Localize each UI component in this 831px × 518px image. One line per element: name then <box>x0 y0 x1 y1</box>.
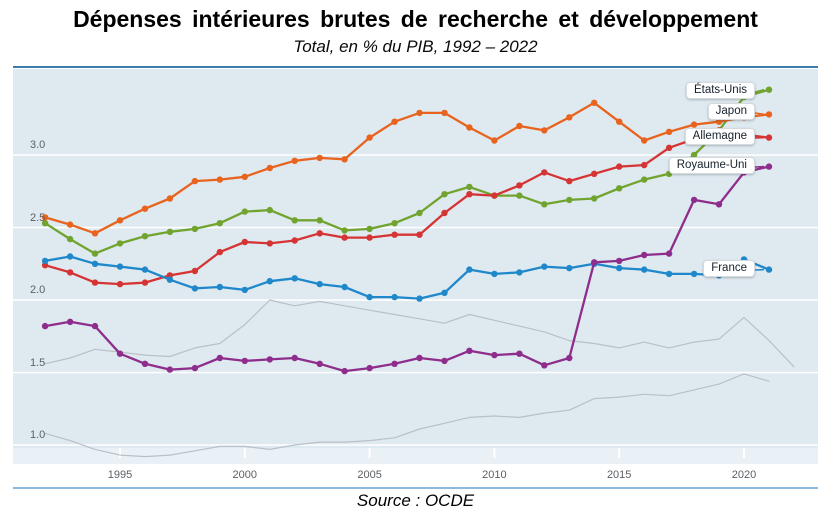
label-connector <box>754 112 765 116</box>
series-unlabeled <box>44 299 795 368</box>
y-tick-label: 1.5 <box>30 356 46 369</box>
y-tick-label: 2.0 <box>30 284 46 296</box>
gridline <box>13 444 818 446</box>
x-tick-mark <box>119 448 121 458</box>
series-allemagne <box>41 127 773 288</box>
line-label-etats-unis: États-Unis <box>685 82 755 99</box>
x-tick-label: 2020 <box>731 469 757 481</box>
x-tick-label: 2000 <box>232 469 258 481</box>
chart-subtitle: Total, en % du PIB, 1992 – 2022 <box>293 37 538 56</box>
gridline <box>13 371 818 374</box>
x-tick-mark <box>493 448 496 458</box>
x-tick-mark <box>618 448 621 458</box>
line-label-japon: Japon <box>707 103 755 120</box>
line-label-france: France <box>703 260 755 277</box>
x-tick-label: 2015 <box>606 469 632 481</box>
x-tick-mark <box>743 448 745 458</box>
x-tick-label: 2005 <box>357 469 382 481</box>
top-divider <box>13 66 818 68</box>
plot-area <box>13 69 818 464</box>
y-tick-label: 2.5 <box>30 211 46 224</box>
gridline <box>13 299 818 301</box>
chart-title: Dépenses intérieures brutes de recherche… <box>73 6 758 32</box>
label-connector <box>754 88 765 93</box>
x-tick-label: 2010 <box>482 469 507 481</box>
bottom-divider <box>13 487 818 489</box>
axis-strip <box>13 448 818 464</box>
line-label-allemagne: Allemagne <box>684 128 755 145</box>
gridline <box>13 154 818 156</box>
line-label-royaume-uni: Royaume-Uni <box>668 157 755 174</box>
y-tick-label: 1.0 <box>30 429 46 441</box>
x-tick-mark <box>368 448 371 458</box>
series-unlabeled <box>44 373 770 458</box>
y-tick-label: 3.0 <box>30 139 46 151</box>
x-tick-label: 1995 <box>107 469 133 481</box>
x-tick-mark <box>243 448 246 458</box>
series-france <box>41 253 773 302</box>
series-japon <box>41 99 773 237</box>
chart-canvas <box>13 86 818 464</box>
series-etats-unis <box>41 86 773 257</box>
series-royaume-uni <box>41 163 773 375</box>
gridline <box>13 226 818 229</box>
source-caption: Source : OCDE <box>356 491 475 510</box>
